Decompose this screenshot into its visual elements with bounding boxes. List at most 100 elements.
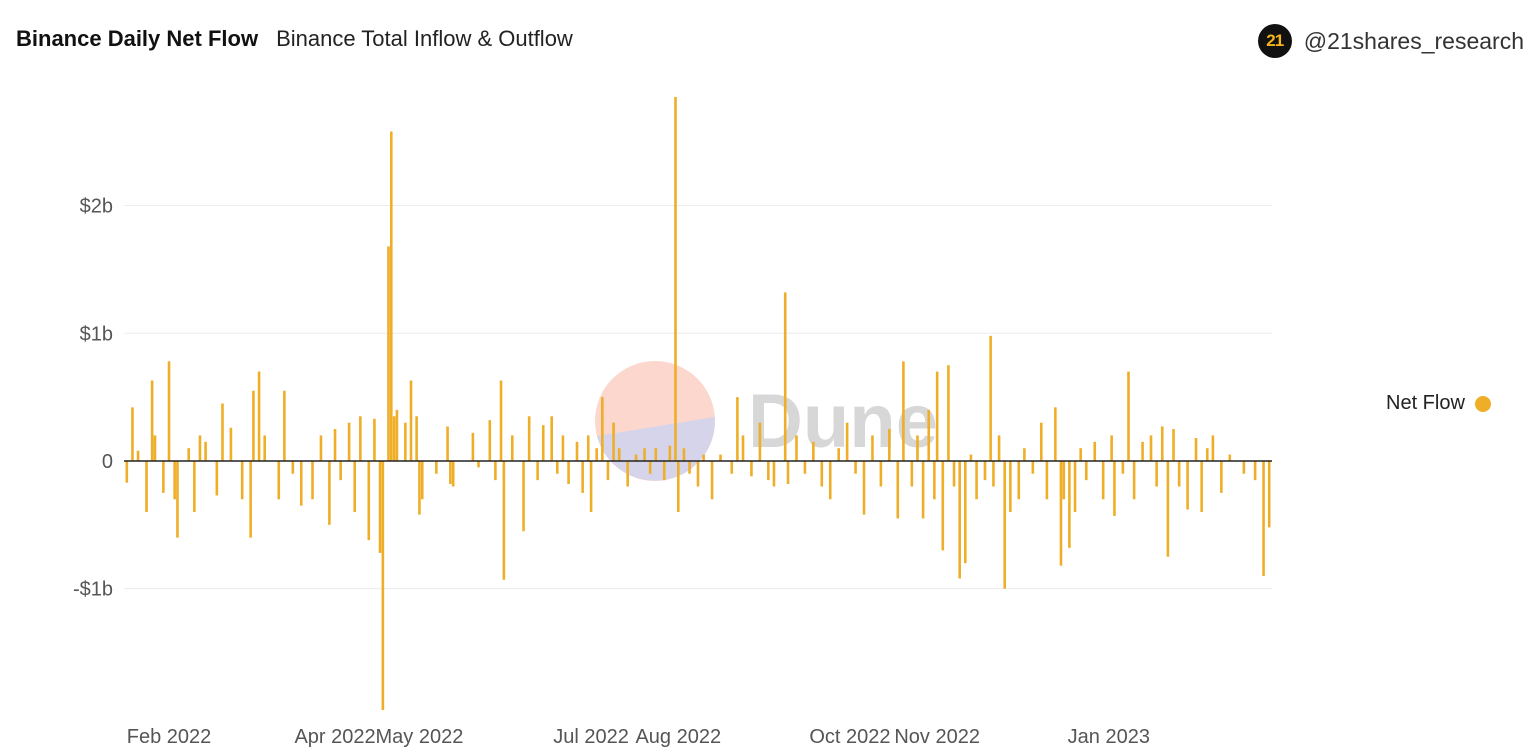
net-flow-bar[interactable] (626, 460, 629, 487)
net-flow-bar[interactable] (1253, 460, 1257, 481)
net-flow-bar[interactable] (353, 460, 357, 513)
net-flow-bar[interactable] (682, 448, 686, 461)
net-flow-bar[interactable] (420, 460, 424, 500)
net-flow-bar[interactable] (522, 460, 525, 532)
net-flow-bar[interactable] (1121, 460, 1125, 474)
net-flow-bar[interactable] (1031, 460, 1035, 474)
net-flow-bar[interactable] (758, 422, 762, 461)
net-flow-bar[interactable] (601, 397, 604, 461)
net-flow-bar[interactable] (319, 435, 323, 461)
net-flow-bar[interactable] (561, 435, 565, 461)
net-flow-bar[interactable] (215, 460, 219, 496)
net-flow-bar[interactable] (477, 460, 480, 468)
net-flow-bar[interactable] (820, 460, 824, 487)
net-flow-bar[interactable] (1141, 441, 1144, 461)
net-flow-bar[interactable] (589, 460, 593, 513)
net-flow-bar[interactable] (736, 397, 739, 461)
net-flow-bar[interactable] (1160, 426, 1164, 461)
net-flow-bar[interactable] (1068, 460, 1071, 548)
net-flow-bar[interactable] (688, 460, 691, 474)
net-flow-bar[interactable] (373, 418, 376, 461)
net-flow-bar[interactable] (167, 361, 171, 461)
net-flow-bar[interactable] (252, 390, 255, 461)
net-flow-bar[interactable] (702, 454, 705, 461)
net-flow-bar[interactable] (952, 460, 956, 487)
net-flow-bar[interactable] (418, 460, 421, 515)
net-flow-bar[interactable] (1149, 435, 1153, 461)
net-flow-bar[interactable] (1242, 460, 1246, 474)
net-flow-bar[interactable] (1211, 435, 1215, 461)
net-flow-bar[interactable] (989, 335, 992, 461)
net-flow-bar[interactable] (668, 445, 672, 461)
net-flow-bar[interactable] (367, 460, 371, 541)
net-flow-bar[interactable] (446, 426, 449, 461)
net-flow-bar[interactable] (435, 460, 438, 474)
net-flow-bar[interactable] (145, 460, 148, 513)
net-flow-bar[interactable] (803, 460, 807, 474)
net-flow-bar[interactable] (451, 460, 455, 487)
net-flow-bar[interactable] (471, 432, 475, 461)
net-flow-bar[interactable] (510, 435, 514, 461)
net-flow-bar[interactable] (969, 454, 973, 461)
net-flow-bar[interactable] (845, 422, 849, 461)
net-flow-bar[interactable] (617, 448, 621, 461)
net-flow-bar[interactable] (131, 407, 134, 461)
net-flow-bar[interactable] (328, 460, 331, 525)
net-flow-bar[interactable] (381, 460, 385, 710)
net-flow-bar[interactable] (902, 361, 905, 461)
net-flow-bar[interactable] (1093, 441, 1097, 461)
net-flow-bar[interactable] (586, 435, 590, 461)
net-flow-bar[interactable] (933, 460, 936, 500)
net-flow-bar[interactable] (786, 460, 790, 484)
net-flow-bar[interactable] (730, 460, 734, 474)
net-flow-bar[interactable] (935, 371, 939, 461)
net-flow-bar[interactable] (1073, 460, 1077, 513)
net-flow-bar[interactable] (392, 416, 396, 461)
net-flow-bar[interactable] (654, 448, 658, 461)
legend[interactable]: Net Flow (1386, 392, 1491, 415)
net-flow-bar[interactable] (634, 454, 638, 461)
net-flow-bar[interactable] (494, 460, 497, 481)
net-flow-bar[interactable] (390, 131, 393, 461)
net-flow-bar[interactable] (1054, 407, 1057, 461)
net-flow-bar[interactable] (677, 460, 680, 513)
net-flow-bar[interactable] (488, 420, 492, 461)
net-flow-bar[interactable] (283, 390, 286, 461)
net-flow-bar[interactable] (1166, 460, 1170, 557)
net-flow-bar[interactable] (359, 416, 362, 461)
net-flow-bar[interactable] (567, 460, 570, 484)
net-flow-bar[interactable] (1045, 460, 1049, 500)
net-flow-bar[interactable] (291, 460, 295, 474)
net-flow-bar[interactable] (1267, 460, 1271, 528)
net-flow-bar[interactable] (125, 460, 129, 483)
net-flow-bar[interactable] (409, 380, 413, 461)
net-flow-bar[interactable] (581, 460, 584, 493)
net-flow-bar[interactable] (176, 460, 179, 538)
net-flow-bar[interactable] (710, 460, 714, 500)
net-flow-bar[interactable] (449, 460, 452, 484)
net-flow-bar[interactable] (339, 460, 342, 481)
net-flow-bar[interactable] (387, 246, 390, 461)
net-flow-bar[interactable] (1186, 460, 1189, 510)
net-flow-bar[interactable] (257, 371, 261, 461)
net-flow-bar[interactable] (198, 435, 202, 461)
net-flow-bar[interactable] (958, 460, 961, 579)
net-flow-bar[interactable] (1084, 460, 1088, 481)
net-flow-bar[interactable] (1220, 460, 1223, 493)
brand[interactable]: 21 @21shares_research (1257, 24, 1524, 58)
net-flow-bar[interactable] (187, 448, 191, 461)
net-flow-bar[interactable] (1003, 460, 1006, 589)
net-flow-bar[interactable] (311, 460, 314, 500)
net-flow-bar[interactable] (662, 460, 666, 481)
net-flow-bar[interactable] (502, 460, 506, 580)
net-flow-bar[interactable] (499, 380, 503, 461)
net-flow-bar[interactable] (1101, 460, 1105, 500)
net-flow-bar[interactable] (1200, 460, 1203, 513)
net-flow-bar[interactable] (941, 460, 945, 551)
brand-handle[interactable]: @21shares_research (1303, 27, 1524, 54)
net-flow-bar[interactable] (783, 292, 787, 461)
net-flow-bar[interactable] (1079, 448, 1082, 461)
net-flow-bar[interactable] (828, 460, 832, 500)
net-flow-bar[interactable] (767, 460, 770, 481)
net-flow-bar[interactable] (277, 460, 281, 500)
